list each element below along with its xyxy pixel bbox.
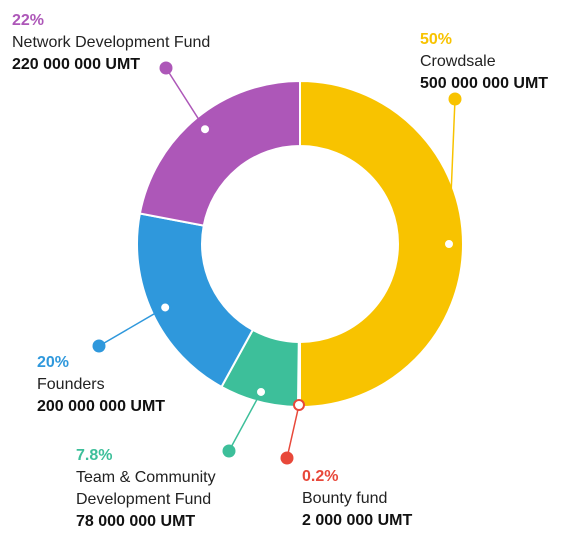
label-bounty-fund-amount: 2 000 000 UMT bbox=[302, 512, 413, 529]
slice-network-development-fund[interactable] bbox=[138, 79, 301, 227]
leader-line-crowdsale bbox=[448, 98, 456, 245]
label-team-community-amount: 78 000 000 UMT bbox=[76, 513, 196, 530]
leader-dot-founders bbox=[92, 339, 106, 353]
leader-anchor-team-and-community-development-fund bbox=[255, 385, 268, 398]
label-founders: 20% Founders 200 000 000 UMT bbox=[37, 352, 165, 418]
label-team-community: 7.8% Team & Community Development Fund 7… bbox=[76, 445, 216, 533]
label-network-development: 22% Network Development Fund 220 000 000… bbox=[12, 10, 210, 76]
label-crowdsale-percent: 50% bbox=[420, 31, 453, 48]
leader-dot-crowdsale bbox=[448, 92, 462, 106]
label-crowdsale: 50% Crowdsale 500 000 000 UMT bbox=[420, 29, 548, 95]
label-founders-percent: 20% bbox=[37, 354, 70, 371]
label-team-community-percent: 7.8% bbox=[76, 447, 113, 464]
label-network-development-amount: 220 000 000 UMT bbox=[12, 56, 141, 73]
leader-anchor-network-development-fund bbox=[199, 123, 212, 136]
donut-slices bbox=[136, 79, 464, 409]
label-team-community-name-line-1: Team & Community bbox=[76, 469, 216, 486]
leader-anchor-crowdsale bbox=[443, 238, 455, 250]
leader-anchor-bounty-fund bbox=[292, 398, 305, 411]
label-founders-name: Founders bbox=[37, 376, 105, 393]
label-bounty-fund-percent: 0.2% bbox=[302, 468, 339, 485]
slice-founders[interactable] bbox=[136, 212, 255, 389]
label-team-community-name-line-2: Development Fund bbox=[76, 491, 212, 508]
leader-anchor-founders bbox=[159, 301, 172, 314]
label-network-development-name: Network Development Fund bbox=[12, 34, 211, 51]
leader-dot-team-and-community-development-fund bbox=[222, 444, 236, 458]
leader-dot-network-development-fund bbox=[159, 61, 173, 75]
label-bounty-fund-name: Bounty fund bbox=[302, 490, 388, 507]
leader-line-bounty-fund bbox=[286, 404, 300, 459]
leader-line-founders bbox=[98, 306, 166, 347]
leader-line-team-and-community-development-fund bbox=[228, 391, 262, 452]
label-bounty-fund: 0.2% Bounty fund 2 000 000 UMT bbox=[302, 466, 412, 532]
leader-line-network-development-fund bbox=[165, 67, 206, 130]
leader-lines bbox=[92, 61, 462, 465]
label-founders-amount: 200 000 000 UMT bbox=[37, 398, 166, 415]
label-crowdsale-name: Crowdsale bbox=[420, 53, 496, 70]
label-network-development-percent: 22% bbox=[12, 12, 45, 29]
slice-crowdsale[interactable] bbox=[299, 79, 464, 409]
label-crowdsale-amount: 500 000 000 UMT bbox=[420, 75, 549, 92]
leader-dot-bounty-fund bbox=[280, 451, 294, 465]
